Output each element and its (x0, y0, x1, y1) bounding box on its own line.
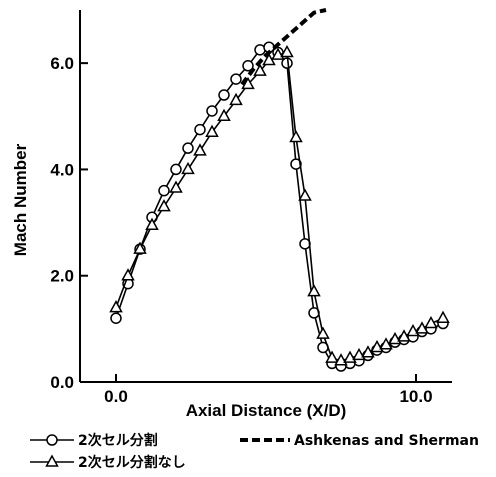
y-axis-title: Mach Number (11, 143, 30, 256)
data-point-triangle (45, 454, 59, 467)
data-point-triangle (133, 241, 147, 254)
series-layer (109, 8, 450, 372)
data-point-triangle (307, 284, 321, 297)
data-point-triangle (316, 326, 330, 339)
data-point-triangle (280, 44, 294, 58)
y-ticks: 0.0 2.0 4.0 6.0 (50, 54, 88, 392)
legend-item: Ashkenas and Sherman (240, 433, 479, 449)
y-tick-label: 0.0 (50, 373, 74, 392)
data-point-triangle (436, 310, 450, 323)
data-point-circle (110, 312, 122, 324)
data-point-triangle (229, 92, 243, 106)
legend-item: 2次セル分割なし (30, 454, 186, 471)
data-point-circle (218, 89, 230, 101)
data-point-circle (194, 123, 206, 136)
x-ticks: 0.0 10.0 (104, 374, 433, 406)
legend-label: 2次セル分割 (78, 432, 158, 449)
x-tick-label: 0.0 (104, 387, 128, 406)
data-point-triangle (424, 315, 438, 329)
data-point-triangle (109, 300, 123, 313)
data-point-circle (46, 434, 58, 446)
legend-item: 2次セル分割 (30, 432, 158, 449)
legend: 2次セル分割 Ashkenas and Sherman 2次セル分割なし (30, 432, 479, 471)
series-line (240, 8, 327, 86)
data-point-triangle (181, 161, 195, 175)
y-tick-label: 4.0 (50, 160, 74, 179)
data-point-triangle (169, 180, 183, 193)
y-tick-label: 2.0 (50, 267, 74, 286)
data-point-triangle (157, 199, 171, 212)
series-2 (240, 8, 327, 86)
data-point-triangle (253, 63, 267, 76)
legend-label: 2次セル分割なし (78, 454, 186, 471)
data-point-circle (230, 73, 242, 85)
data-point-triangle (325, 350, 339, 363)
data-point-triangle (193, 143, 207, 156)
data-point-triangle (121, 268, 135, 281)
data-point-circle (290, 158, 302, 170)
legend-label: Ashkenas and Sherman (294, 433, 479, 449)
data-point-triangle (289, 129, 303, 143)
x-axis-title: Axial Distance (X/D) (186, 401, 347, 420)
data-point-triangle (205, 124, 219, 137)
y-tick-label: 6.0 (50, 54, 74, 73)
data-point-triangle (217, 108, 231, 122)
data-point-circle (170, 163, 182, 176)
x-tick-label: 10.0 (399, 387, 432, 406)
plot-area (79, 10, 452, 383)
data-point-triangle (298, 188, 312, 201)
data-point-circle (242, 60, 254, 72)
data-point-circle (206, 105, 218, 117)
data-point-circle (182, 142, 194, 154)
data-point-triangle (145, 217, 159, 230)
data-point-circle (158, 184, 170, 197)
series-1 (109, 44, 450, 366)
